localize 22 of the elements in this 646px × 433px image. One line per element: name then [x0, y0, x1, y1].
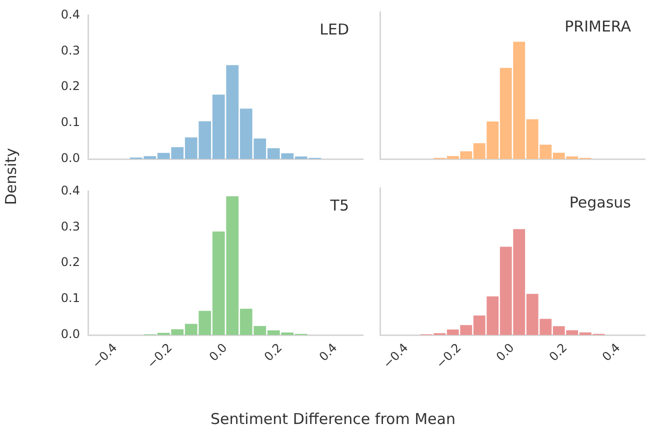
chart-title: PRIMERA [564, 17, 632, 36]
x-tick-label: 0.4 [316, 340, 340, 364]
x-tick-label: 0.0 [206, 340, 230, 364]
y-tick-label: 0.2 [60, 255, 80, 270]
y-tick-label: 0.0 [60, 151, 80, 166]
x-axis-title: Sentiment Difference from Mean [210, 410, 456, 428]
text: T5 [329, 196, 349, 215]
x-tick-label: 0.0 [493, 340, 517, 364]
x-tick-label: 0.2 [261, 340, 285, 364]
y-axis-title: Density [2, 148, 20, 205]
chart-title: Pegasus [569, 193, 632, 212]
x-tick-label: 0.2 [546, 340, 570, 364]
y-tick-label: 0.2 [60, 79, 80, 94]
y-tick-label: 0.4 [60, 7, 80, 22]
x-tick-label: 0.4 [599, 340, 623, 364]
y-tick-label: 0.3 [60, 219, 80, 234]
y-tick-label: 0.0 [60, 327, 80, 342]
y-tick-label: 0.3 [60, 43, 80, 58]
y-tick-label: 0.1 [60, 291, 80, 306]
y-tick-label: 0.1 [60, 115, 80, 130]
text: LED [320, 20, 349, 39]
y-tick-label: 0.4 [60, 183, 80, 198]
